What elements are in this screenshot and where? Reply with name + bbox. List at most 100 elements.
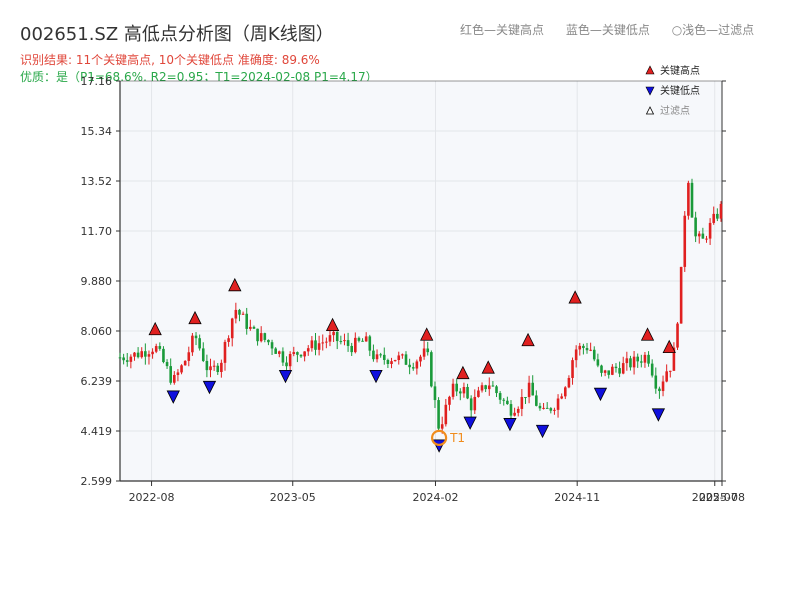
candle-body bbox=[614, 366, 618, 369]
candle-body bbox=[408, 364, 411, 368]
candle-body bbox=[125, 360, 129, 362]
candle bbox=[169, 358, 172, 385]
candle bbox=[600, 364, 603, 377]
candle bbox=[676, 322, 679, 351]
candle bbox=[220, 359, 223, 378]
candle bbox=[611, 364, 614, 376]
candle-body bbox=[390, 361, 393, 364]
candle bbox=[144, 343, 147, 365]
candle bbox=[306, 345, 310, 356]
candle bbox=[545, 402, 549, 409]
candle-body bbox=[191, 335, 194, 353]
candle-body bbox=[140, 351, 144, 358]
candle bbox=[212, 360, 216, 371]
key-low-marker bbox=[463, 416, 477, 430]
candle-body bbox=[683, 215, 687, 267]
candle bbox=[129, 354, 133, 369]
candle-body bbox=[325, 341, 328, 343]
y-tick-label: 13.52 bbox=[81, 175, 113, 188]
candle bbox=[238, 308, 241, 322]
candle-body bbox=[600, 365, 603, 373]
candle-body bbox=[542, 407, 545, 409]
candle-body bbox=[592, 349, 596, 360]
candle bbox=[325, 337, 328, 349]
candle-body bbox=[194, 335, 198, 339]
candle-body bbox=[563, 387, 567, 397]
candle-body bbox=[650, 363, 654, 376]
candle-body bbox=[238, 309, 241, 315]
candle-body bbox=[317, 343, 321, 350]
candle-body bbox=[690, 182, 694, 218]
candle bbox=[390, 357, 393, 369]
candle bbox=[556, 394, 560, 418]
candle bbox=[451, 378, 455, 400]
candle-body bbox=[205, 360, 209, 371]
candle-body bbox=[643, 354, 647, 363]
candle-body bbox=[144, 351, 147, 357]
candle bbox=[430, 350, 433, 388]
candle-body bbox=[705, 238, 708, 240]
candle bbox=[574, 345, 578, 368]
candle-body bbox=[288, 353, 292, 367]
candle bbox=[654, 367, 658, 394]
key-low-marker bbox=[651, 408, 666, 422]
candle-body bbox=[661, 381, 665, 392]
candle bbox=[339, 335, 343, 345]
candle-body bbox=[549, 408, 553, 411]
candle bbox=[165, 359, 169, 369]
candle bbox=[274, 347, 277, 354]
candle bbox=[708, 218, 712, 245]
candle-body bbox=[328, 335, 332, 342]
candle bbox=[270, 339, 274, 356]
candle-body bbox=[292, 352, 296, 354]
candle bbox=[437, 397, 440, 432]
candle bbox=[216, 363, 220, 375]
candle bbox=[382, 347, 386, 365]
candle bbox=[364, 332, 368, 342]
candle-body bbox=[382, 354, 386, 360]
key-high-marker bbox=[420, 327, 434, 341]
candle-body bbox=[516, 408, 520, 413]
candle-body bbox=[455, 383, 458, 392]
candle bbox=[484, 384, 487, 393]
candle-body bbox=[487, 385, 491, 390]
candle-body bbox=[220, 362, 223, 373]
candle bbox=[263, 332, 267, 343]
candle bbox=[433, 381, 437, 409]
candle bbox=[401, 353, 404, 359]
candle bbox=[487, 377, 491, 396]
candle-body bbox=[314, 340, 317, 350]
candle-body bbox=[230, 318, 234, 339]
candle bbox=[694, 211, 697, 243]
candle-body bbox=[560, 396, 563, 399]
candle-body bbox=[708, 222, 712, 239]
candle-body bbox=[665, 371, 668, 382]
candle bbox=[520, 389, 524, 417]
legend-marker-low bbox=[645, 86, 655, 96]
key-low-marker bbox=[593, 387, 608, 402]
candle bbox=[538, 402, 542, 411]
candle bbox=[368, 334, 372, 357]
subtitle-filtered-note: ○浅色—过滤点 bbox=[671, 23, 755, 37]
candle-body bbox=[133, 352, 136, 357]
candle-body bbox=[234, 309, 238, 319]
candle-body bbox=[632, 356, 636, 368]
candle-body bbox=[520, 397, 524, 409]
candle-body bbox=[339, 341, 343, 343]
candle-body bbox=[404, 354, 408, 365]
candle-body bbox=[574, 349, 578, 361]
candle bbox=[415, 359, 419, 375]
candle bbox=[473, 389, 477, 415]
candle-body bbox=[223, 341, 227, 363]
candle bbox=[668, 370, 672, 378]
candle-body bbox=[165, 362, 169, 367]
candle-body bbox=[589, 349, 592, 351]
candle-body bbox=[582, 345, 585, 349]
candle bbox=[158, 342, 162, 351]
key-high-marker bbox=[521, 332, 535, 347]
candle-body bbox=[719, 203, 723, 219]
candle bbox=[256, 328, 259, 346]
candle bbox=[647, 351, 650, 367]
candle bbox=[411, 362, 415, 371]
candle-body bbox=[350, 345, 353, 353]
